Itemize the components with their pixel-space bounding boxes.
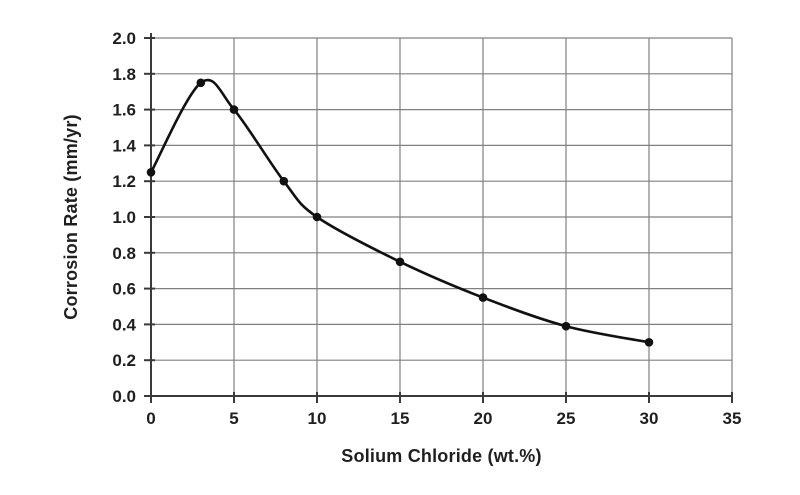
y-tick-label: 0.2: [112, 351, 136, 370]
x-tick-label: 25: [557, 409, 576, 428]
y-tick-label: 0.8: [112, 244, 136, 263]
data-point: [146, 168, 156, 177]
tick-labels: 0.0 0.2 0.4 0.6 0.8 1.0 1.2 1.4 1.6 1.8 2.0 0 5 10 15 2…: [112, 29, 741, 428]
y-tick-label: 0.4: [112, 315, 136, 334]
x-tick-label: 20: [474, 409, 493, 428]
x-tick-label: 35: [723, 409, 742, 428]
data-point: [395, 257, 405, 267]
y-tick-label: 1.0: [112, 208, 136, 227]
y-tick-label: 1.4: [112, 136, 136, 155]
y-tick-label: 2.0: [112, 29, 136, 48]
data-point: [644, 338, 654, 347]
y-tick-label: 0.6: [112, 280, 136, 299]
y-axis-title: Corrosion Rate (mm/yr): [61, 114, 81, 320]
y-tick-label: 1.6: [112, 101, 136, 120]
y-tick-label: 0.0: [112, 387, 136, 406]
x-tick-label: 5: [229, 409, 238, 428]
data-point: [561, 321, 571, 331]
x-tick-label: 15: [391, 409, 410, 428]
x-tick-label: 10: [308, 409, 327, 428]
data-point: [478, 293, 488, 302]
data-point: [312, 212, 322, 222]
data-point: [229, 105, 239, 114]
data-points: [146, 78, 654, 347]
data-point: [279, 176, 289, 186]
y-tick-label: 1.8: [112, 65, 136, 84]
x-tick-label: 0: [146, 409, 155, 428]
y-tick-label: 1.2: [112, 172, 136, 191]
x-axis-title: Solium Chloride (wt.%): [341, 446, 542, 466]
axes: [144, 33, 733, 403]
data-point: [196, 78, 206, 88]
x-tick-label: 30: [640, 409, 659, 428]
